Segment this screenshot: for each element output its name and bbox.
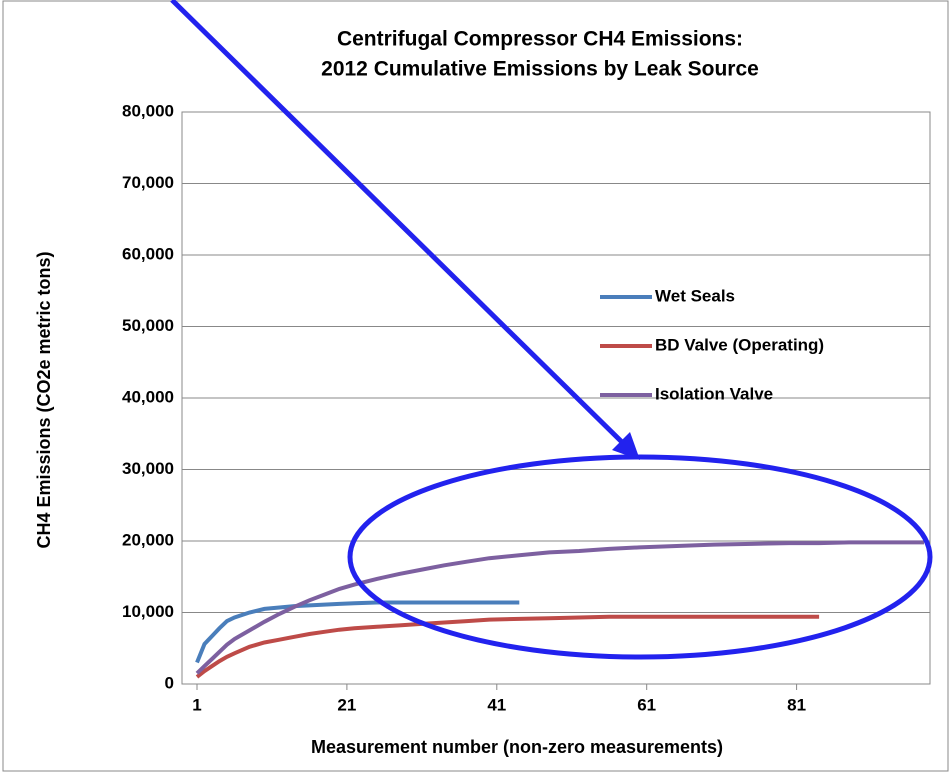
x-tick-label: 61 — [637, 695, 656, 714]
y-tick-label: 10,000 — [122, 602, 174, 621]
y-tick-label: 20,000 — [122, 530, 174, 549]
chart-title: Centrifugal Compressor CH4 Emissions: — [337, 28, 743, 51]
legend-label: Wet Seals — [655, 286, 735, 305]
plot-area: 0 10,000 20,000 30,000 40,000 50,000 60,000 70,… — [122, 101, 931, 714]
y-tick-label: 70,000 — [122, 173, 174, 192]
y-tick-label: 60,000 — [122, 244, 174, 263]
x-tick-label: 81 — [787, 695, 806, 714]
annotation — [170, 0, 933, 660]
x-axis-title: Measurement number (non-zero measurement… — [311, 737, 723, 757]
y-axis-title: CH4 Emissions (CO2e metric tons) — [34, 251, 54, 548]
y-tick-label: 30,000 — [122, 459, 174, 478]
series-line — [195, 614, 820, 679]
x-tick-label: 1 — [192, 695, 201, 714]
chart-subtitle: 2012 Cumulative Emissions by Leak Source — [321, 58, 759, 81]
arrow-shaft — [170, 0, 630, 450]
y-tick-label: 50,000 — [122, 316, 174, 335]
x-tick-label: 41 — [487, 695, 506, 714]
y-tick-label: 40,000 — [122, 387, 174, 406]
highlight-ellipse — [347, 454, 933, 660]
series-line — [195, 540, 924, 675]
y-tick-label: 80,000 — [122, 101, 174, 120]
y-tick-label: 0 — [165, 673, 174, 692]
arrow-head — [612, 432, 640, 460]
legend-label: BD Valve (Operating) — [655, 335, 824, 354]
x-tick-label: 21 — [337, 695, 356, 714]
legend-label: Isolation Valve — [655, 384, 773, 403]
series-line — [195, 600, 520, 664]
